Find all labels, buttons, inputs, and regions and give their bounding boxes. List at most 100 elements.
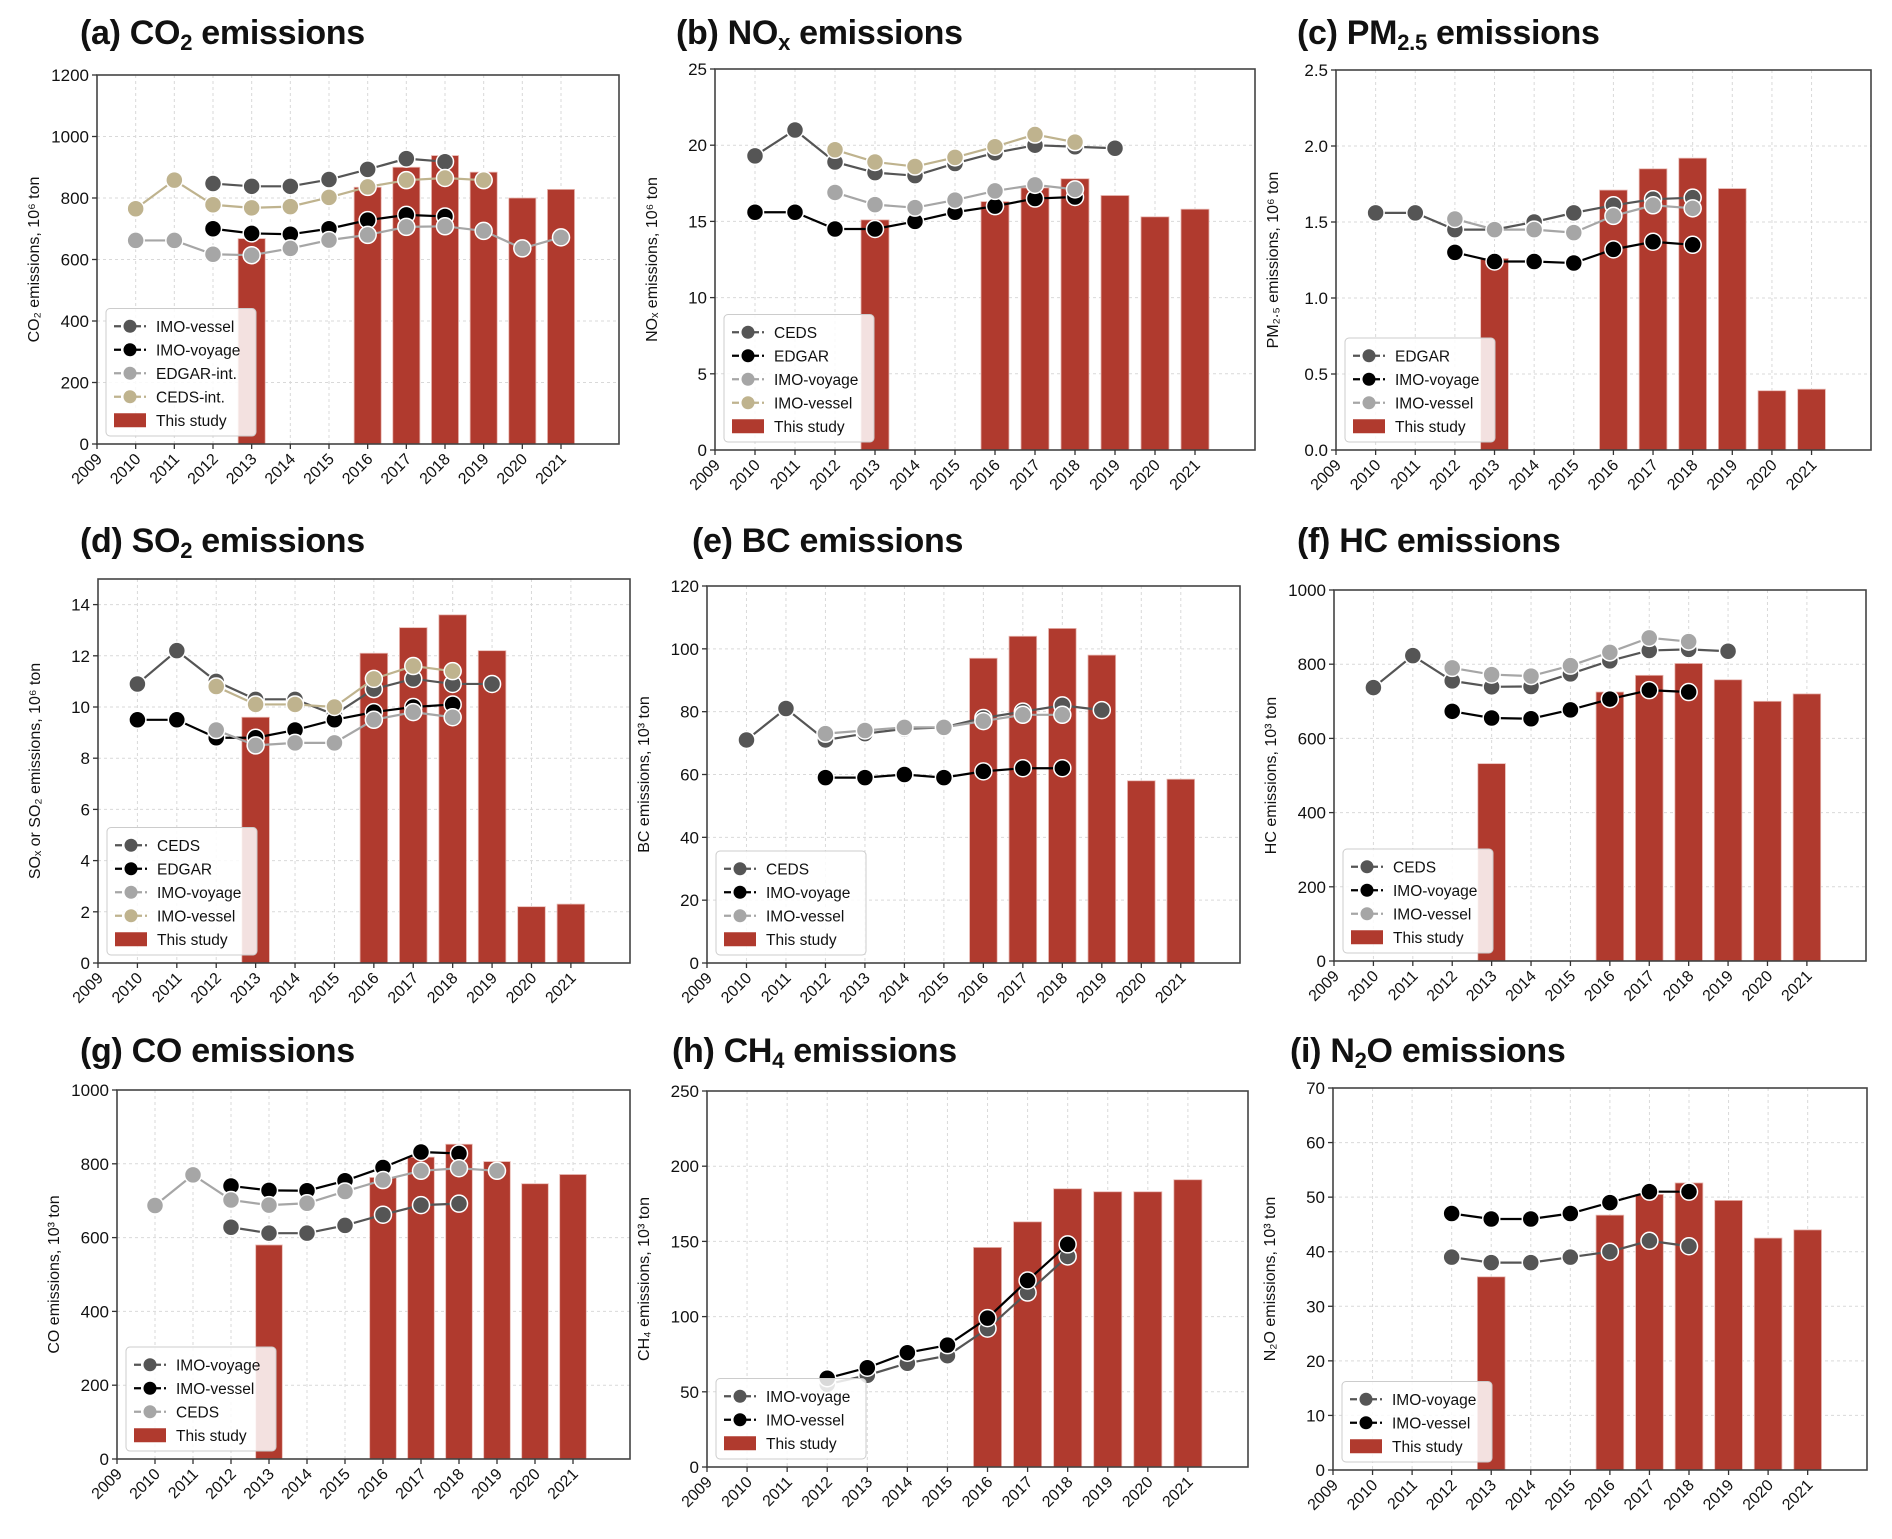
y-tick-label: 6 bbox=[81, 800, 90, 819]
point-2019 bbox=[474, 170, 493, 190]
x-tick-label: 2017 bbox=[1621, 1477, 1658, 1514]
point-2014 bbox=[281, 197, 300, 216]
point-2013 bbox=[1481, 1253, 1501, 1272]
legend-item: IMO-vessel bbox=[724, 1412, 844, 1429]
title-prefix: (i) N bbox=[1290, 1032, 1355, 1070]
x-tick-label: 2014 bbox=[1502, 1477, 1539, 1514]
point-2017 bbox=[1640, 680, 1659, 700]
point-2014 bbox=[905, 157, 925, 176]
point-2016 bbox=[1600, 689, 1620, 709]
point-2016 bbox=[1604, 240, 1623, 259]
legend-marker bbox=[1362, 396, 1376, 410]
point-2014 bbox=[1521, 1209, 1541, 1229]
legend-label: IMO-vessel bbox=[1395, 395, 1473, 412]
bar-2018 bbox=[1674, 1182, 1704, 1471]
y-tick-label: 5 bbox=[698, 365, 707, 384]
point-2017 bbox=[1640, 1231, 1659, 1251]
legend-label: This study bbox=[157, 932, 228, 949]
point-2012 bbox=[1445, 209, 1465, 229]
chart-svg: 0 2 4 6 8 10 12 14 SOₓ or SO₂ emissions, 10⁶ ton… bbox=[27, 578, 631, 1007]
legend-label: EDGAR bbox=[1395, 348, 1450, 365]
point-2019 bbox=[1105, 138, 1125, 158]
plot-frame bbox=[1333, 589, 1867, 962]
y-tick-label: 600 bbox=[61, 251, 89, 270]
y-tick-label: 1000 bbox=[1288, 581, 1326, 600]
title-suffix: emissions bbox=[790, 522, 964, 560]
legend-label: CEDS-int. bbox=[156, 389, 225, 406]
legend-marker bbox=[1360, 860, 1374, 874]
legend-box bbox=[715, 850, 867, 956]
point-2014 bbox=[281, 177, 300, 196]
legend-marker bbox=[124, 885, 138, 899]
point-2013 bbox=[865, 152, 885, 172]
y-axis: 0.0 0.5 1.0 1.5 2.0 2.5 bbox=[1304, 61, 1336, 460]
legend-item: IMO-vessel bbox=[1353, 395, 1473, 412]
line-series-imo-vessel bbox=[206, 656, 462, 717]
point-2014 bbox=[895, 718, 914, 737]
legend-label: IMO-vessel bbox=[157, 908, 235, 925]
x-tick-label: 2021 bbox=[1779, 1477, 1816, 1514]
chart-svg: 0 200 400 600 800 1000 CO emissions, 10³ ton 20… bbox=[46, 1081, 631, 1503]
legend-label: This study bbox=[156, 413, 227, 430]
legend-box bbox=[125, 1346, 277, 1452]
y-tick-label: 0 bbox=[1316, 1461, 1325, 1480]
legend-item: This study bbox=[1351, 930, 1464, 947]
legend-label: This study bbox=[766, 1436, 837, 1453]
point-2014 bbox=[905, 198, 925, 217]
title-subscript: 2 bbox=[1354, 1048, 1367, 1073]
title-suffix: emissions bbox=[1426, 14, 1600, 52]
point-2017 bbox=[1018, 1271, 1037, 1290]
y-tick-label: 80 bbox=[680, 703, 699, 722]
point-2016 bbox=[985, 137, 1005, 156]
point-2015 bbox=[945, 148, 965, 167]
legend-item: IMO-voyage bbox=[115, 885, 241, 902]
point-2015 bbox=[319, 188, 339, 207]
point-2012 bbox=[1442, 658, 1462, 678]
point-2015 bbox=[335, 1216, 355, 1235]
point-2017 bbox=[411, 1161, 431, 1181]
point-2011 bbox=[183, 1165, 203, 1185]
point-2017 bbox=[411, 1142, 431, 1162]
y-tick-label: 0 bbox=[80, 435, 89, 454]
panel-d: (d) SO2 emissions 0 2 4 6 8 10 12 14 SOₓ or SO₂ … bbox=[0, 0, 631, 1040]
legend-marker bbox=[124, 838, 138, 852]
y-axis: 0 200 400 600 800 1000 1200 bbox=[51, 66, 97, 454]
point-2015 bbox=[945, 190, 965, 210]
title-prefix: (b) NO bbox=[676, 14, 779, 52]
point-2018 bbox=[1053, 758, 1072, 778]
line-series-imo-vessel bbox=[1442, 628, 1698, 686]
point-2019 bbox=[482, 674, 502, 694]
y-axis-label: NOₓ emissions, 10⁶ ton bbox=[644, 177, 661, 342]
point-2013 bbox=[242, 245, 261, 265]
y-tick-label: 200 bbox=[61, 374, 89, 393]
series-line bbox=[754, 128, 1116, 177]
point-2015 bbox=[1561, 1204, 1580, 1223]
plot-frame bbox=[97, 578, 631, 964]
legend-bar-swatch bbox=[1351, 930, 1383, 945]
panel-title: (i) N2O emissions bbox=[1290, 1032, 1566, 1073]
point-2011 bbox=[1406, 203, 1425, 223]
bar-2017 bbox=[1013, 1221, 1043, 1468]
point-2014 bbox=[1521, 709, 1541, 728]
point-2018 bbox=[443, 707, 462, 727]
point-2019 bbox=[1718, 641, 1738, 661]
point-2015 bbox=[934, 768, 954, 787]
line-series-imo-vessel bbox=[203, 149, 455, 196]
title-subscript: 2 bbox=[180, 538, 193, 563]
legend-item: IMO-vessel bbox=[114, 319, 234, 336]
legend-marker bbox=[733, 1389, 747, 1403]
legend-item: This study bbox=[724, 1436, 837, 1453]
bar-2019 bbox=[1718, 188, 1747, 451]
legend-bar-swatch bbox=[115, 932, 147, 947]
point-2012 bbox=[203, 174, 223, 193]
y-axis-label: SOₓ or SO₂ emissions, 10⁶ ton bbox=[27, 663, 44, 879]
point-2013 bbox=[1482, 708, 1501, 728]
legend-box bbox=[106, 827, 258, 956]
title-suffix: emissions bbox=[1387, 522, 1561, 560]
point-2013 bbox=[1485, 252, 1504, 271]
legend-marker bbox=[1362, 372, 1376, 386]
point-2016 bbox=[974, 711, 993, 731]
y-tick-label: 60 bbox=[680, 766, 699, 785]
y-tick-label: 10 bbox=[71, 698, 90, 717]
y-tick-label: 200 bbox=[671, 1157, 699, 1176]
